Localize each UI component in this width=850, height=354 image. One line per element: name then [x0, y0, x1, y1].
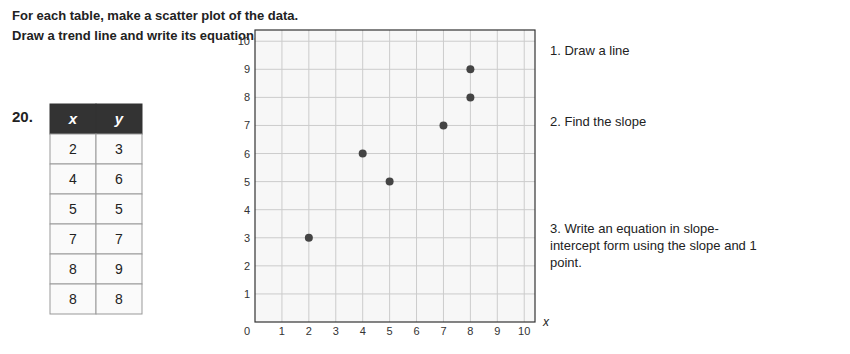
plot-background — [255, 30, 535, 322]
x-tick-label: 2 — [306, 325, 312, 337]
x-tick-label: 3 — [333, 325, 339, 337]
table-cell — [50, 284, 96, 314]
point — [305, 234, 313, 242]
table-value: 8 — [115, 291, 123, 307]
instruction: 3. Write an equation in slope-intercept … — [550, 221, 757, 270]
grid-line-y — [255, 125, 535, 126]
grid-line-x — [497, 30, 498, 322]
table-value: 7 — [69, 231, 77, 247]
grid-line-x — [416, 30, 417, 322]
point — [386, 178, 394, 186]
plot-frame — [255, 30, 535, 322]
table-cell — [50, 254, 96, 284]
table-header-cell — [96, 104, 142, 134]
x-axis-label: x — [542, 315, 550, 329]
table-header: y — [114, 110, 124, 127]
y-tick-label: 10 — [238, 35, 250, 47]
y-tick-label: 5 — [244, 176, 250, 188]
x-tick-label: 1 — [279, 325, 285, 337]
grid-line-y — [255, 265, 535, 266]
y-tick-label: 7 — [244, 119, 250, 131]
grid-line-y — [255, 69, 535, 70]
table-cell — [96, 254, 142, 284]
table-value: 4 — [69, 171, 77, 187]
grid-line-x — [524, 30, 525, 322]
origin-label: 0 — [244, 325, 250, 337]
y-tick-label: 2 — [244, 260, 250, 272]
x-tick-label: 10 — [518, 325, 530, 337]
instruction-line: 3. Write an equation in slope- — [550, 221, 719, 236]
grid-line-x — [362, 30, 363, 322]
grid-line-x — [389, 30, 390, 322]
table-cell — [50, 194, 96, 224]
table-header: x — [68, 110, 78, 127]
table-cell — [96, 284, 142, 314]
subtitle: Draw a trend line and write its equation… — [12, 28, 258, 43]
x-tick-label: 7 — [440, 325, 446, 337]
y-tick-label: 9 — [244, 63, 250, 75]
y-tick-label: 3 — [244, 232, 250, 244]
table-value: 3 — [115, 141, 123, 157]
instruction-line: intercept form using the slope and 1 — [550, 238, 757, 253]
grid-line-x — [470, 30, 471, 322]
grid-line-y — [255, 237, 535, 238]
point — [466, 93, 474, 101]
y-tick-label: 6 — [244, 148, 250, 160]
grid-line-y — [255, 209, 535, 210]
grid-line-y — [255, 41, 535, 42]
point — [439, 121, 447, 129]
x-tick-label: 4 — [360, 325, 366, 337]
table-value: 5 — [69, 201, 77, 217]
x-tick-label: 8 — [467, 325, 473, 337]
point — [359, 150, 367, 158]
table-cell — [96, 164, 142, 194]
table-cell — [50, 134, 96, 164]
grid-line-x — [443, 30, 444, 322]
x-tick-label: 9 — [494, 325, 500, 337]
table-value: 7 — [115, 231, 123, 247]
instruction: 2. Find the slope — [550, 114, 646, 129]
table-value: 2 — [69, 141, 77, 157]
table-cell — [96, 224, 142, 254]
table: x y 2 3 4 6 5 5 7 7 8 9 8 8 — [50, 104, 142, 314]
points — [305, 65, 475, 241]
grid-line-x — [335, 30, 336, 322]
x-tick-label: 6 — [413, 325, 419, 337]
problem-number: 20. — [12, 108, 33, 125]
y-tick-label: 1 — [244, 288, 250, 300]
table-value: 8 — [69, 291, 77, 307]
grid-line-x — [281, 30, 282, 322]
table-value: 5 — [115, 201, 123, 217]
x-tick-label: 5 — [387, 325, 393, 337]
table-value: 9 — [115, 261, 123, 277]
table-header-cell — [50, 104, 96, 134]
grid-line-y — [255, 97, 535, 98]
table-cell — [50, 224, 96, 254]
point — [466, 65, 474, 73]
instruction-line: 2. Find the slope — [550, 114, 646, 129]
table-cell — [96, 194, 142, 224]
table-value: 6 — [115, 171, 123, 187]
grid-line-y — [255, 293, 535, 294]
instruction-line: 1. Draw a line — [550, 43, 629, 58]
grid-line-x — [308, 30, 309, 322]
grid-line-y — [255, 153, 535, 154]
instruction: 1. Draw a line — [550, 43, 629, 58]
table-value: 8 — [69, 261, 77, 277]
title: For each table, make a scatter plot of t… — [12, 8, 298, 23]
y-tick-label: 4 — [244, 204, 250, 216]
table-cell — [96, 134, 142, 164]
instruction-line: point. — [550, 255, 582, 270]
y-tick-label: 8 — [244, 91, 250, 103]
grid-line-y — [255, 181, 535, 182]
grid — [255, 30, 535, 322]
table-cell — [50, 164, 96, 194]
